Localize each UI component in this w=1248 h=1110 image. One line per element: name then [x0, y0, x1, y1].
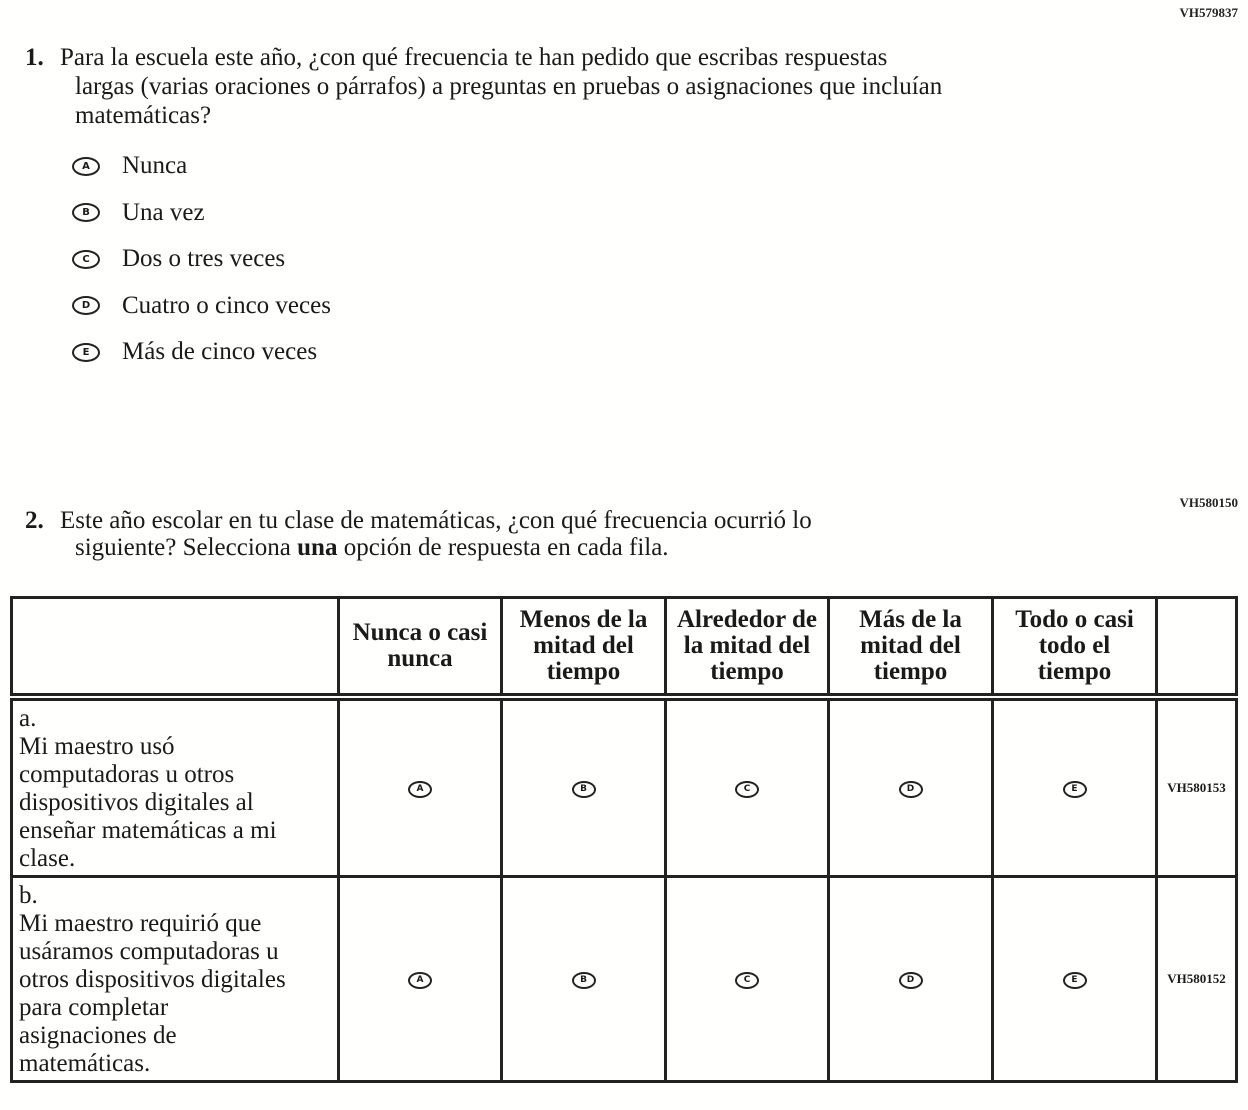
row-label: a. — [19, 705, 37, 732]
bubble-icon[interactable]: D — [898, 971, 923, 989]
bubble-icon[interactable]: E — [1062, 780, 1087, 798]
response-cell[interactable]: C — [664, 695, 830, 878]
bubble-icon[interactable]: E — [1062, 971, 1087, 989]
response-cell[interactable]: A — [337, 695, 503, 878]
row-statement: b.Mi maestro requirió que usáramos compu… — [10, 875, 340, 1083]
question-text-cont: opción de respuesta en cada fila. — [337, 534, 669, 561]
option-e[interactable]: E Más de cinco veces — [72, 338, 317, 366]
question-2: 2. Este año escolar en tu clase de matemá… — [25, 506, 1045, 562]
response-cell[interactable]: E — [991, 875, 1158, 1083]
bubble-icon[interactable]: C — [735, 971, 759, 989]
bubble-icon[interactable]: D — [72, 296, 100, 315]
response-cell[interactable]: E — [991, 695, 1158, 878]
column-header: Alrededor de la mitad del tiempo — [664, 596, 830, 699]
row-text: Mi maestro requirió que usáramos computa… — [19, 910, 286, 1077]
bubble-icon[interactable]: A — [72, 156, 100, 176]
question-1: 1. Para la escuela este año, ¿con qué fre… — [25, 43, 1045, 130]
bubble-icon[interactable]: B — [571, 780, 596, 798]
column-header: Menos de la mitad del tiempo — [500, 596, 667, 699]
item-code: VH579837 — [1179, 5, 1239, 20]
response-cell[interactable]: A — [337, 875, 503, 1083]
response-grid: Nunca o casi nunca Menos de la mitad del … — [10, 596, 1238, 1083]
option-label: Nunca — [122, 152, 188, 179]
item-code: VH580153 — [1155, 695, 1238, 878]
item-code: VH580152 — [1155, 875, 1238, 1083]
response-cell[interactable]: D — [827, 695, 994, 878]
header-blank — [10, 596, 340, 699]
option-label: Dos o tres veces — [122, 245, 286, 272]
option-label: Una vez — [122, 198, 205, 226]
option-b[interactable]: B Una vez — [72, 199, 205, 227]
column-header: Más de la mitad del tiempo — [827, 596, 994, 699]
table-row: a.Mi maestro usó computadoras u otros di… — [10, 695, 1238, 878]
column-header: Todo o casi todo el tiempo — [991, 596, 1158, 699]
bubble-icon[interactable]: A — [408, 971, 432, 989]
option-label: Más de cinco veces — [122, 338, 318, 365]
bubble-icon[interactable]: A — [408, 780, 432, 798]
item-code: VH580150 — [1179, 495, 1239, 510]
question-number: 2. — [25, 507, 44, 534]
table-row: b.Mi maestro requirió que usáramos compu… — [10, 875, 1238, 1083]
option-a[interactable]: A Nunca — [72, 152, 187, 180]
row-label: b. — [19, 882, 38, 909]
option-c[interactable]: C Dos o tres veces — [72, 245, 285, 273]
response-cell[interactable]: B — [500, 875, 667, 1083]
response-cell[interactable]: C — [664, 875, 830, 1083]
response-cell[interactable]: B — [500, 695, 667, 878]
bubble-icon[interactable]: E — [72, 342, 100, 362]
bubble-icon[interactable]: C — [735, 780, 759, 798]
response-cell[interactable]: D — [827, 875, 994, 1083]
row-statement: a.Mi maestro usó computadoras u otros di… — [10, 695, 340, 878]
question-text-cont: siguiente? Selecciona — [75, 534, 298, 561]
bubble-icon[interactable]: B — [72, 203, 100, 222]
header-blank — [1155, 596, 1238, 699]
option-label: Cuatro o cinco veces — [122, 291, 331, 319]
bubble-icon[interactable]: D — [898, 780, 923, 798]
question-text-cont: largas (varias oraciones o párrafos) a p… — [75, 73, 943, 129]
column-header: Nunca o casi nunca — [337, 596, 503, 699]
emphasis: una — [297, 534, 338, 561]
bubble-icon[interactable]: C — [72, 249, 100, 269]
question-text: Para la escuela este año, ¿con qué frecu… — [60, 44, 888, 71]
question-number: 1. — [25, 44, 44, 71]
row-text: Mi maestro usó computadoras u otros disp… — [19, 733, 277, 872]
bubble-icon[interactable]: B — [571, 971, 596, 989]
question-text: Este año escolar en tu clase de matemáti… — [60, 507, 812, 534]
option-d[interactable]: D Cuatro o cinco veces — [72, 292, 331, 320]
